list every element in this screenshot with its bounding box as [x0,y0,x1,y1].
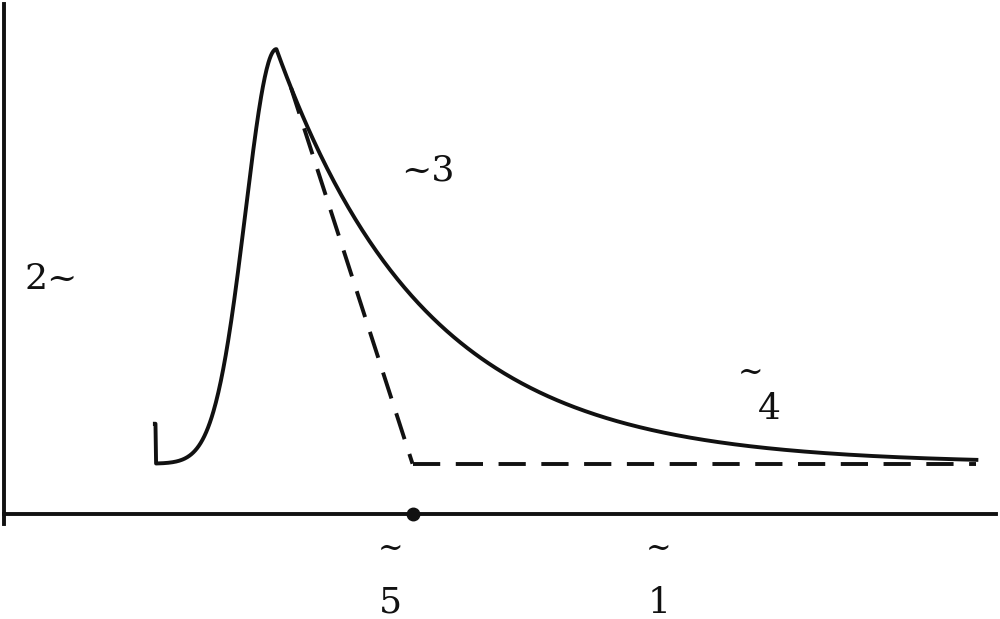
Text: 4: 4 [758,392,781,426]
Text: ~: ~ [646,534,671,565]
Text: 1: 1 [647,586,670,619]
Text: ~: ~ [738,358,764,389]
Text: ~3: ~3 [401,154,454,188]
Text: 2~: 2~ [24,262,77,297]
Text: ~: ~ [378,534,404,565]
Text: 5: 5 [379,586,402,619]
